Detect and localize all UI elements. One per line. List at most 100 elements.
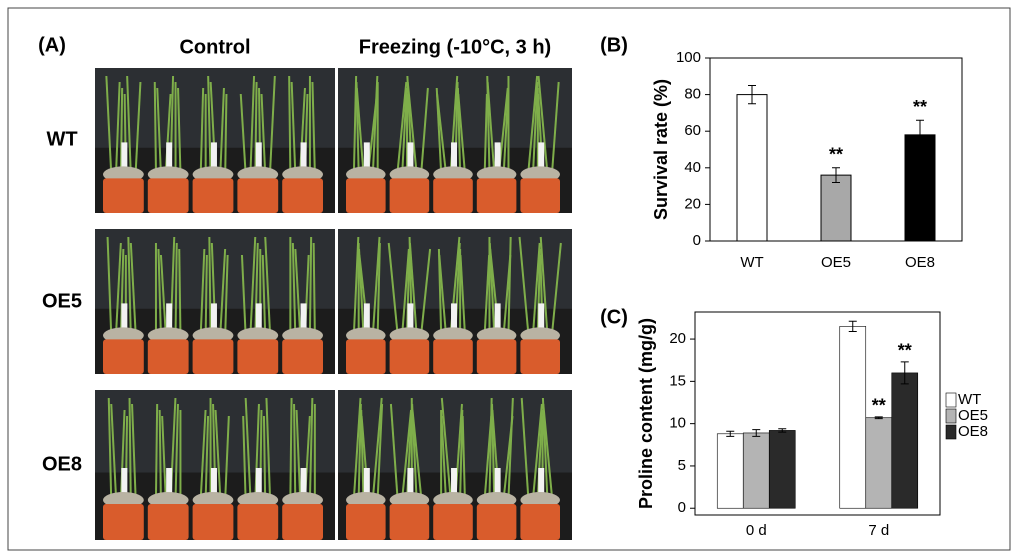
y-axis-title: Survival rate (%) xyxy=(651,79,671,220)
label-stick xyxy=(255,468,262,498)
plant xyxy=(308,397,314,499)
plant xyxy=(483,254,491,334)
plant xyxy=(153,81,157,173)
x-tick-label: 7 d xyxy=(868,522,889,539)
plant xyxy=(438,254,447,334)
y-tick-label: 20 xyxy=(669,330,686,347)
plant xyxy=(459,254,466,334)
plant xyxy=(483,93,488,173)
plant xyxy=(401,409,413,499)
plant xyxy=(219,248,227,334)
pot xyxy=(282,178,323,213)
plant xyxy=(401,87,408,173)
label-stick xyxy=(538,142,545,173)
y-tick-label: 0 xyxy=(678,499,686,516)
plant xyxy=(224,415,230,499)
plant xyxy=(244,397,252,499)
plant xyxy=(532,81,539,173)
error-bar xyxy=(874,416,883,420)
plant xyxy=(115,242,122,334)
plant xyxy=(199,87,205,173)
label-stick xyxy=(494,303,501,334)
x-tick-label: 0 d xyxy=(746,522,767,539)
plant xyxy=(293,403,297,499)
plant xyxy=(134,81,142,173)
bar xyxy=(716,433,744,509)
plant xyxy=(542,403,554,499)
legend-label: OE8 xyxy=(958,423,988,440)
error-bar xyxy=(748,84,756,105)
pot xyxy=(282,339,323,374)
legend-label: OE5 xyxy=(958,407,988,424)
pot xyxy=(282,504,323,540)
plant xyxy=(289,397,293,499)
plant xyxy=(387,242,399,334)
pot xyxy=(192,178,234,213)
label-stick xyxy=(363,142,370,173)
plant xyxy=(291,242,297,334)
legend-label: WT xyxy=(958,391,981,408)
plant xyxy=(551,242,562,334)
plant xyxy=(288,75,292,173)
label-stick xyxy=(121,303,128,334)
plant xyxy=(208,236,212,334)
pot xyxy=(103,339,144,374)
label-stick xyxy=(451,142,458,173)
plant xyxy=(154,403,159,499)
plant xyxy=(420,87,429,173)
plant xyxy=(204,415,210,499)
plant xyxy=(159,254,167,334)
plant xyxy=(411,409,423,499)
plant xyxy=(371,236,381,334)
label-stick xyxy=(210,142,217,173)
legend-swatch xyxy=(945,408,957,424)
panel-label: (A) xyxy=(38,34,66,56)
plant xyxy=(507,236,512,334)
plant xyxy=(440,415,447,499)
bar xyxy=(891,372,919,509)
error-bar xyxy=(832,167,840,183)
plant xyxy=(518,236,530,334)
pot xyxy=(389,504,430,540)
significance: ** xyxy=(913,97,927,117)
y-tick-label: 100 xyxy=(676,49,701,66)
pot xyxy=(346,504,386,540)
plant xyxy=(406,81,418,173)
pot xyxy=(103,504,144,540)
column-header: Freezing (-10°C, 3 h) xyxy=(359,36,551,58)
bar xyxy=(736,94,768,242)
bar xyxy=(904,134,936,242)
label-stick xyxy=(166,303,173,334)
label-stick xyxy=(121,142,128,173)
plant xyxy=(161,415,167,499)
pot xyxy=(520,178,560,213)
plant xyxy=(174,403,179,499)
plant xyxy=(219,87,225,173)
plant xyxy=(502,93,510,173)
plant xyxy=(264,236,272,334)
label-stick xyxy=(407,468,414,498)
label-stick xyxy=(300,142,307,173)
error-bar xyxy=(900,361,909,385)
plant xyxy=(174,242,178,334)
pot xyxy=(476,504,517,540)
plant xyxy=(177,87,182,173)
pot xyxy=(520,504,560,540)
plant xyxy=(436,93,447,173)
plant xyxy=(507,397,514,499)
plant xyxy=(389,403,399,499)
y-tick-label: 60 xyxy=(684,122,701,139)
plant xyxy=(254,242,259,334)
plant xyxy=(396,81,408,173)
pot xyxy=(476,178,517,213)
plant xyxy=(295,409,302,499)
pot xyxy=(433,504,473,540)
plant xyxy=(199,248,206,334)
plant xyxy=(352,236,360,334)
x-tick-label: OE8 xyxy=(905,254,935,271)
column-header: Control xyxy=(179,36,250,58)
error-bar xyxy=(916,119,924,150)
pot xyxy=(389,178,430,213)
plant xyxy=(262,415,267,499)
